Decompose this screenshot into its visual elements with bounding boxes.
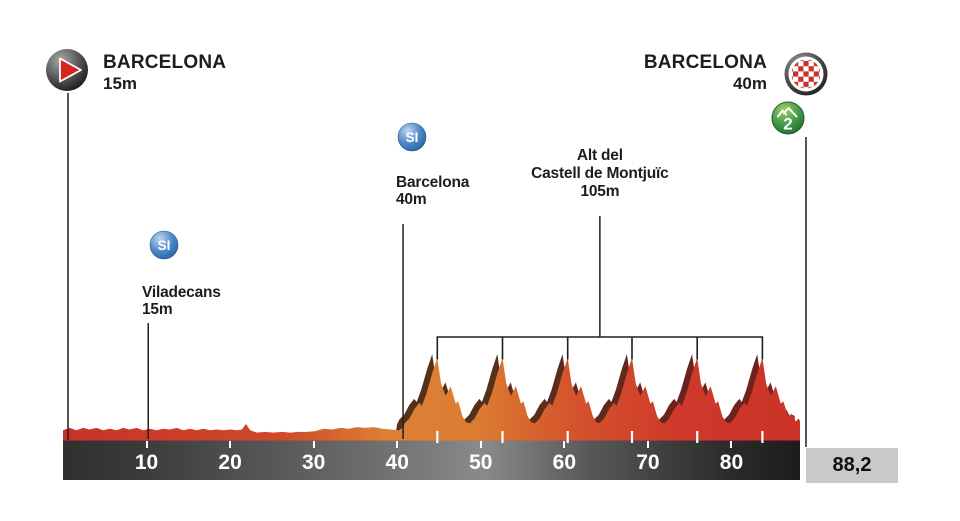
- climb-label: Alt del Castell de Montjuïc 105m: [490, 147, 710, 201]
- sprint-barcelona-name: Barcelona: [396, 174, 470, 191]
- sprint-icon-barcelona: SI: [397, 122, 427, 152]
- sprint-icon-viladecans: SI: [149, 230, 179, 260]
- axis-tick-mark: [730, 441, 733, 448]
- sprint-label-viladecans: Viladecans 15m: [142, 284, 221, 318]
- play-triangle-icon: [59, 57, 82, 83]
- finish-header: BARCELONA 40m: [644, 52, 767, 94]
- sprint-si-text: SI: [406, 130, 419, 145]
- elevation-area-dark: [394, 354, 795, 441]
- climb-peak-bracket: [436, 336, 764, 360]
- finish-elevation: 40m: [732, 74, 767, 93]
- axis-tick-label: 50: [469, 451, 493, 474]
- elevation-area: [63, 358, 800, 441]
- climb-name-line2: Castell de Montjuïc: [531, 165, 669, 182]
- axis-tick-label: 20: [218, 451, 242, 474]
- axis-tick-mark: [312, 441, 315, 448]
- sprint-label-barcelona: Barcelona 40m: [396, 174, 469, 208]
- axis-tick-label: 30: [301, 451, 326, 474]
- axis-tick-mark: [479, 441, 482, 448]
- axis-tick-mark: [646, 441, 649, 448]
- finish-icon: [784, 52, 828, 96]
- finish-name: BARCELONA: [643, 52, 767, 73]
- axis-tick-label: 40: [385, 451, 409, 474]
- axis-tick-label: 10: [134, 451, 159, 474]
- climb-category-circle: [771, 101, 805, 135]
- axis-tick-mark: [396, 441, 399, 448]
- climb-category-icon: 2: [771, 101, 805, 135]
- mountain-icon: [777, 107, 798, 118]
- sprint-circle: [149, 230, 179, 260]
- start-name: BARCELONA: [103, 52, 227, 73]
- sprint-si-text: SI: [158, 238, 171, 253]
- sprint-circle: [397, 122, 427, 152]
- sprint-barcelona-elevation: 40m: [396, 191, 427, 208]
- sprint-viladecans-name: Viladecans: [142, 284, 221, 301]
- axis-tick-mark: [145, 441, 148, 448]
- axis-tick-label: 70: [636, 451, 660, 474]
- start-icon: [46, 49, 88, 91]
- distance-axis: [63, 440, 800, 480]
- start-elevation: 15m: [103, 74, 138, 93]
- axis-tick-mark: [563, 441, 566, 448]
- axis-tick-label: 80: [719, 451, 744, 474]
- sprint-viladecans-elevation: 15m: [142, 301, 173, 318]
- climb-category-number: 2: [783, 115, 792, 134]
- checkered-flag-icon: [791, 59, 821, 89]
- axis-tick-label: 60: [552, 451, 577, 474]
- climb-elevation: 105m: [580, 183, 620, 200]
- axis-tick-mark: [229, 441, 232, 448]
- total-distance-box: 88,2: [806, 448, 898, 483]
- climb-name-line1: Alt del: [576, 147, 623, 164]
- start-header: BARCELONA 15m: [103, 52, 226, 94]
